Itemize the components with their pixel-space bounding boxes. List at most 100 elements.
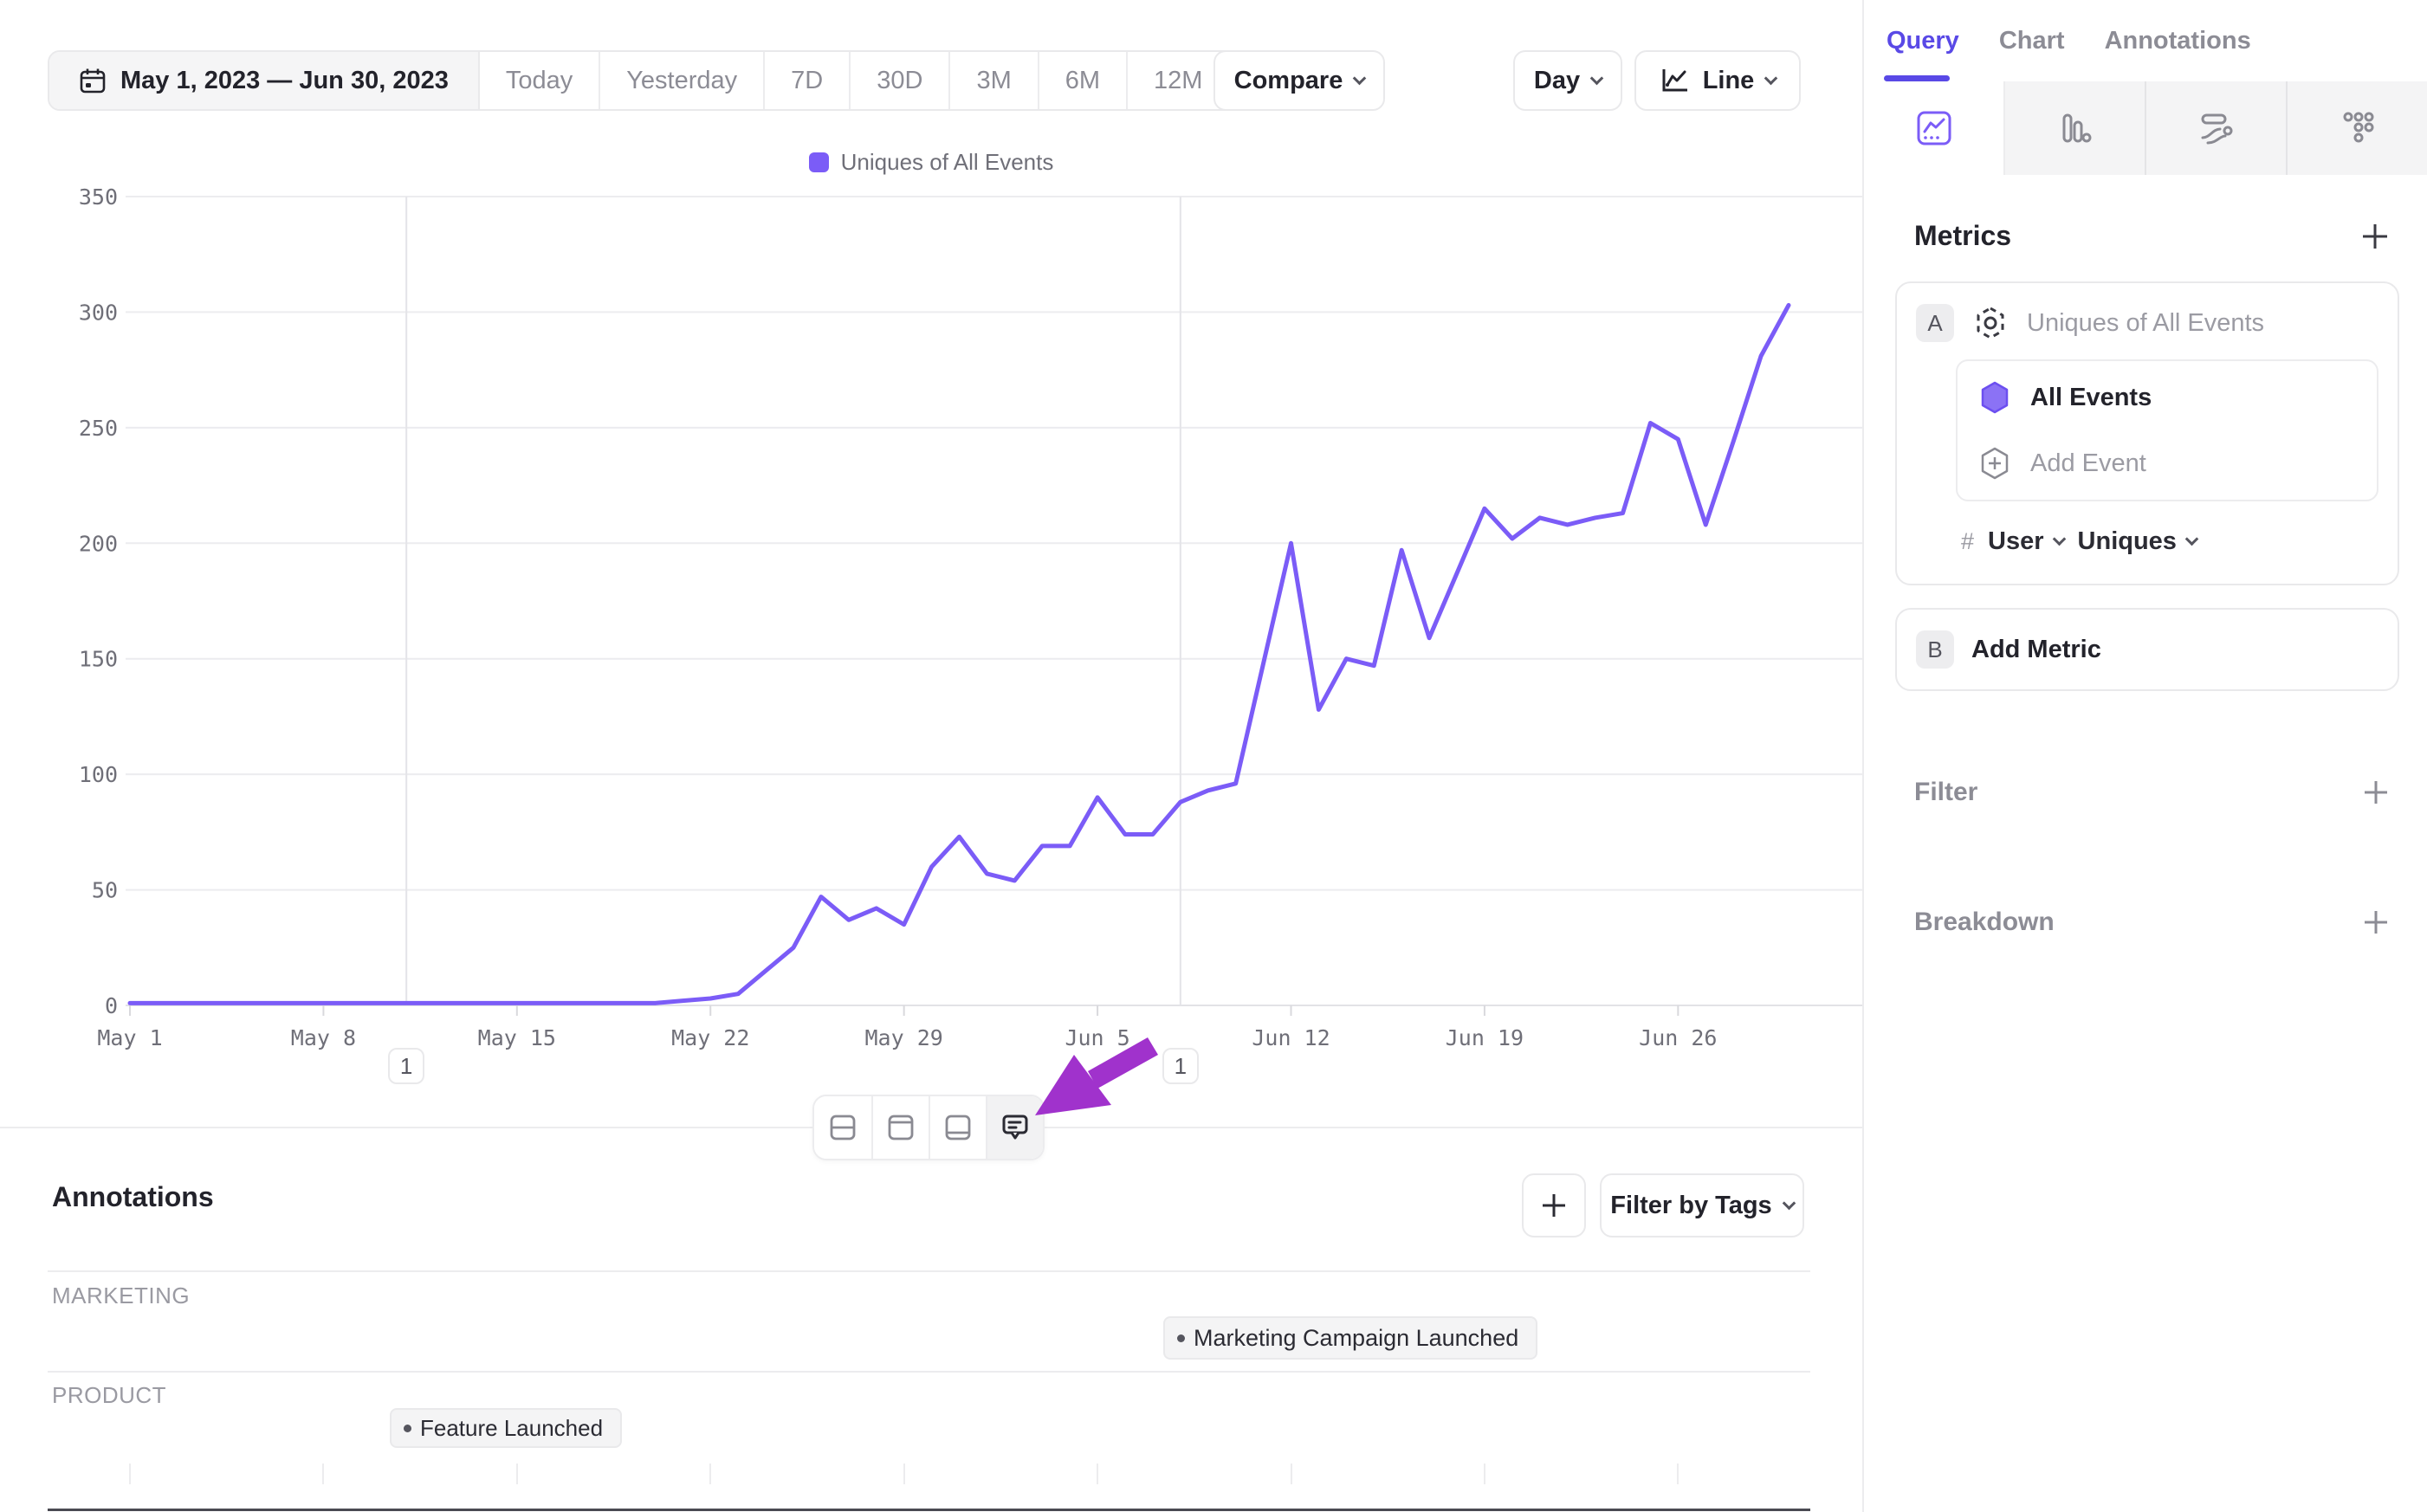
svg-text:Jun 12: Jun 12 [1252,1025,1330,1050]
chart-type-bar[interactable] [2005,81,2146,175]
metric-a-header[interactable]: A Uniques of All Events [1916,304,2378,342]
event-label: All Events [2030,383,2152,411]
annotation-category-label: PRODUCT [52,1382,167,1408]
preset-yesterday[interactable]: Yesterday [600,52,766,109]
tab-chart[interactable]: Chart [1998,26,2065,55]
legend-label: Uniques of All Events [840,149,1054,175]
breakdown-label: Breakdown [1914,908,2055,936]
svg-text:Jun 26: Jun 26 [1639,1025,1717,1050]
svg-text:May 8: May 8 [291,1025,356,1050]
chart-type-dropdown[interactable]: Line [1634,50,1801,111]
breakdown-section: Breakdown [1895,908,2399,937]
measure-selector: # User Uniques [1961,527,2378,556]
annotation-count-badge[interactable]: 1 [1162,1048,1199,1084]
chart-type-flows[interactable] [2146,81,2288,175]
chevron-down-icon [1353,71,1367,85]
layout-split-horizontal-button[interactable] [814,1096,871,1159]
chart-legend[interactable]: Uniques of All Events [0,149,1862,176]
event-row-all-events[interactable]: All Events [1978,380,2356,415]
granularity-dropdown[interactable]: Day [1513,50,1622,111]
measure-entity-dropdown[interactable]: User [1988,527,2066,556]
svg-text:250: 250 [79,416,118,441]
chart-type-insights[interactable] [1864,81,2005,175]
chevron-down-icon [1764,71,1778,85]
legend-swatch [808,152,829,172]
svg-text:May 15: May 15 [478,1025,556,1050]
event-card: All Events Add Event [1956,359,2378,501]
chart-type-retention[interactable] [2288,81,2427,175]
svg-text:200: 200 [79,531,118,556]
date-range-segmented-control: May 1, 2023 — Jun 30, 2023 Today Yesterd… [48,50,1353,111]
svg-text:May 22: May 22 [671,1025,749,1050]
filter-by-tags-button[interactable]: Filter by Tags [1600,1173,1804,1237]
metric-card-b[interactable]: B Add Metric [1895,608,2399,691]
panel-top-icon [888,1115,914,1140]
metrics-title: Metrics [1914,220,2012,251]
tab-annotations[interactable]: Annotations [2104,26,2251,55]
add-event-label: Add Event [2030,449,2146,477]
svg-text:Jun 19: Jun 19 [1446,1025,1524,1050]
annotations-timeline-ticks [0,1464,1862,1484]
filter-label: Filter [1914,778,1978,806]
preset-6m[interactable]: 6M [1039,52,1129,109]
retention-dots-icon [2343,112,2373,143]
annotations-panel-button[interactable] [986,1096,1043,1159]
bar-chart-icon [2062,113,2091,143]
add-metric-label: Add Metric [1971,635,2101,663]
add-event-hexagon-icon [1981,447,2009,480]
split-horizontal-icon [830,1115,856,1140]
svg-text:May 29: May 29 [865,1025,943,1050]
annotation-chip-product[interactable]: Feature Launched [390,1408,623,1448]
annotation-category-label: MARKETING [52,1283,191,1308]
add-metric-plus-icon[interactable] [2359,221,2391,252]
layout-panel-bottom-button[interactable] [929,1096,986,1159]
flows-icon [2201,113,2232,145]
add-breakdown-plus-icon[interactable] [2361,908,2391,937]
svg-text:Jun 5: Jun 5 [1065,1025,1129,1050]
annotation-count-badge[interactable]: 1 [388,1048,425,1084]
svg-text:100: 100 [79,762,118,787]
date-range-label: May 1, 2023 — Jun 30, 2023 [120,66,449,94]
metric-a-name: Uniques of All Events [2027,308,2265,337]
line-chart-icon [1662,69,1687,92]
insights-line-icon [1917,111,1951,145]
svg-text:150: 150 [79,647,118,672]
preset-30d[interactable]: 30D [851,52,951,109]
row-divider [48,1270,1810,1272]
chart-type-switcher [1864,81,2427,175]
svg-text:0: 0 [105,993,118,1018]
annotation-chip-marketing[interactable]: Marketing Campaign Launched [1163,1316,1538,1360]
svg-text:350: 350 [79,184,118,210]
preset-7d[interactable]: 7D [765,52,851,109]
active-tab-underline [1884,75,1950,81]
filter-section: Filter [1895,778,2399,807]
metric-card-a: A Uniques of All Events All Events [1895,281,2399,585]
measure-type-dropdown[interactable]: Uniques [2078,527,2199,556]
annotation-dot-icon [404,1424,411,1432]
metric-letter-badge: B [1916,630,1954,669]
metric-letter-badge: A [1916,304,1954,342]
chevron-down-icon [1782,1196,1796,1210]
event-hexagon-icon [1981,381,2009,414]
plus-icon [1543,1194,1565,1217]
add-event-row[interactable]: Add Event [1978,446,2356,481]
preset-3m[interactable]: 3M [950,52,1039,109]
add-annotation-button[interactable] [1522,1173,1586,1237]
annotations-timeline-axis [48,1509,1810,1511]
query-panel: Query Chart Annotations [1862,0,2427,1512]
comment-bubble-icon [1002,1115,1028,1140]
row-divider [48,1371,1810,1373]
date-range-button[interactable]: May 1, 2023 — Jun 30, 2023 [49,52,480,109]
line-chart-svg[interactable]: 0 50 100 150 200 250 300 350 May 1 May 8 May 15 May… [0,147,1862,1074]
layout-panel-top-button[interactable] [871,1096,929,1159]
query-panel-body: Metrics A Uniques of All Events [1864,220,2427,937]
number-format-icon[interactable]: # [1961,528,1975,554]
chevron-down-icon [2052,532,2066,546]
preset-today[interactable]: Today [480,52,601,109]
add-filter-plus-icon[interactable] [2361,778,2391,807]
annotation-dot-icon [1177,1334,1185,1342]
tab-query[interactable]: Query [1887,26,1959,55]
compare-button[interactable]: Compare [1214,50,1385,111]
event-settings-icon [1977,307,2004,339]
panel-tabs: Query Chart Annotations [1864,0,2427,81]
